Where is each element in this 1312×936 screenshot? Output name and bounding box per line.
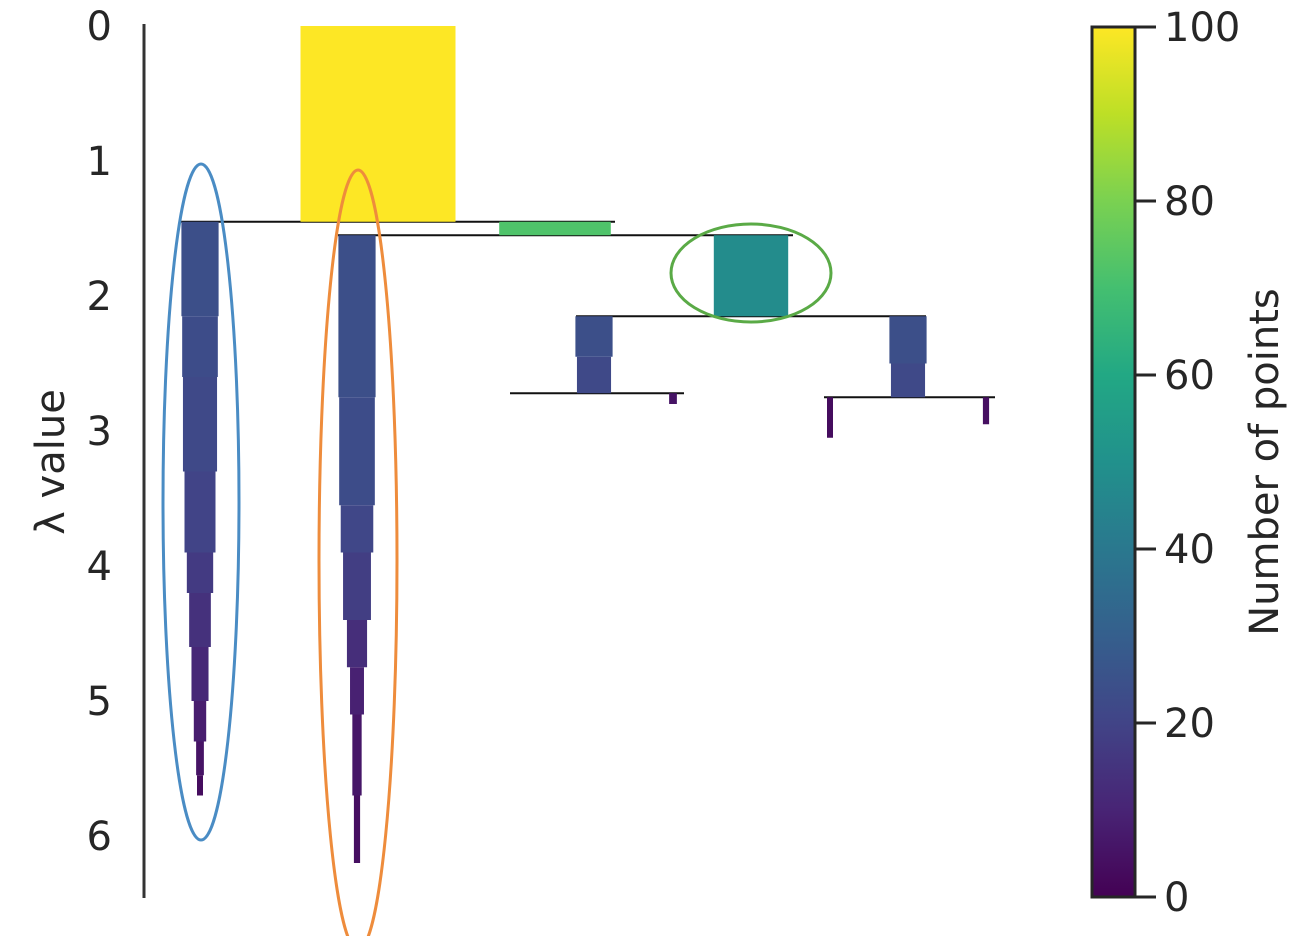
colorbar-ticks: 0 20 40 60 80 100 [1135, 5, 1240, 921]
selection-ellipse-orange-selected-cluster [317, 168, 399, 936]
cluster-bar-sub-right [889, 316, 927, 364]
cluster-bar-blue-selected-cluster [197, 775, 203, 796]
selection-ellipse-green-selected-cluster [669, 222, 833, 324]
cluster-bar-sub-right [890, 363, 926, 398]
cluster-bar-orange-selected-cluster [339, 397, 375, 506]
y-tick-label: 3 [87, 409, 112, 455]
selected-cluster-ellipses [161, 162, 833, 936]
cluster-bar-blue-selected-cluster [186, 552, 214, 593]
colorbar-tick-label: 100 [1164, 5, 1240, 51]
cluster-bar-leaf-b [827, 397, 833, 438]
cluster-bar-blue-selected-cluster [184, 471, 216, 553]
cluster-bar-orange-selected-cluster [353, 795, 361, 863]
colorbar-tick-label: 40 [1164, 527, 1215, 573]
y-tick-label: 1 [87, 139, 112, 185]
colorbar-tick-label: 60 [1164, 353, 1215, 399]
cluster-bar-blue-selected-cluster [189, 593, 211, 647]
cluster-bar-sub-left [576, 356, 612, 394]
y-tick-label: 5 [87, 679, 112, 725]
cluster-bar-leaf-a [669, 393, 677, 404]
cluster-bar-green-selected-cluster [713, 235, 789, 317]
y-tick-labels: 0 1 2 3 4 5 6 [87, 4, 112, 860]
y-tick-label: 2 [87, 274, 112, 320]
cluster-bar-sub-left [575, 316, 613, 357]
colorbar-tick-label: 20 [1164, 701, 1215, 747]
cluster-bar-leaf-c [982, 397, 990, 425]
y-tick-label: 4 [87, 544, 112, 590]
colorbar-tick-label: 80 [1164, 179, 1215, 225]
cluster-bar-orange-selected-cluster [352, 714, 362, 796]
colorbar-title: Number of points [1242, 288, 1288, 636]
selection-ellipse-blue-selected-cluster [161, 162, 241, 842]
y-tick-label: 0 [87, 4, 112, 50]
y-tick-label: 6 [87, 814, 112, 860]
cluster-bar-orange-selected-cluster [350, 667, 364, 715]
cluster-bar-orange-selected-cluster [340, 505, 374, 553]
cluster-bar-blue-selected-cluster [181, 221, 219, 317]
cluster-bar-root [300, 26, 456, 222]
cluster-bar-orange-selected-cluster [346, 620, 368, 668]
cluster-bars [181, 26, 990, 863]
cluster-bar-side-branch-small [499, 221, 611, 236]
cluster-bar-blue-selected-cluster [182, 316, 218, 377]
y-axis-title: λ value [28, 389, 74, 535]
cluster-bar-blue-selected-cluster [193, 701, 207, 742]
cluster-bar-blue-selected-cluster [196, 741, 204, 776]
colorbar-tick-label: 0 [1164, 875, 1189, 921]
cluster-bar-blue-selected-cluster [191, 647, 209, 701]
colorbar [1090, 25, 1137, 899]
cluster-bar-orange-selected-cluster [343, 552, 371, 620]
cluster-bar-blue-selected-cluster [182, 377, 218, 472]
cluster-bar-orange-selected-cluster [338, 235, 376, 398]
